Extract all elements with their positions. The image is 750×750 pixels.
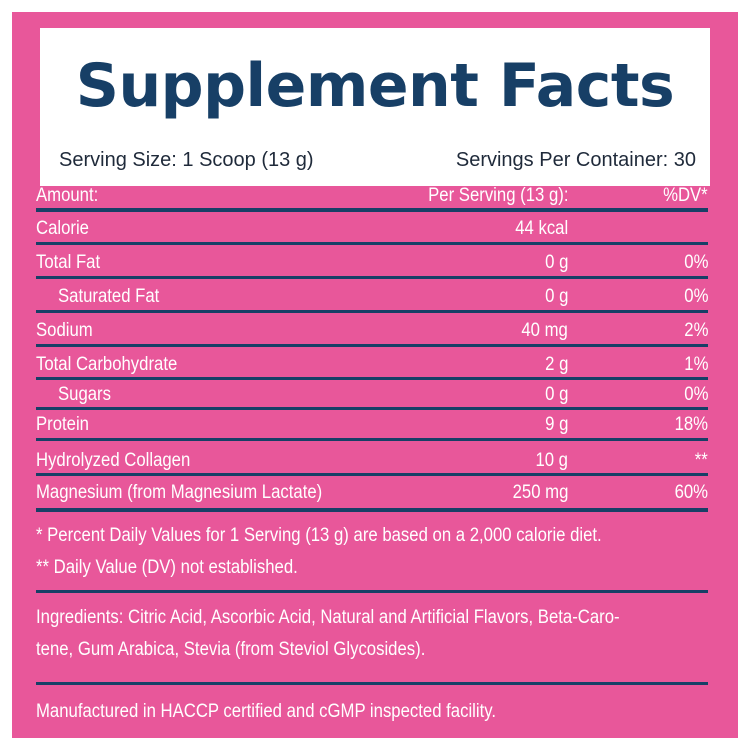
ingredients-line-2: tene, Gum Arabica, Stevia (from Steviol …: [36, 639, 426, 660]
row-divider: [36, 438, 708, 441]
nutrient-amount: 10 g: [535, 450, 568, 471]
nutrient-amount: 0 g: [544, 286, 568, 307]
nutrient-row: Total Carbohydrate 2 g 1%: [36, 350, 708, 381]
nutrient-row: Saturated Fat 0 g 0%: [36, 282, 708, 313]
nutrient-row: Protein 9 g 18%: [36, 410, 708, 441]
row-divider: [36, 407, 708, 410]
footnote-not-established: ** Daily Value (DV) not established.: [36, 557, 298, 578]
row-divider: [36, 310, 708, 313]
column-header-row: Amount: Per Serving (13 g): %DV*: [36, 181, 708, 212]
nutrient-amount: 44 kcal: [515, 218, 568, 239]
nutrient-dv: 0%: [683, 252, 708, 273]
row-divider: [36, 473, 708, 476]
nutrient-row: Total Fat 0 g 0%: [36, 248, 708, 279]
label-title: Supplement Facts: [75, 51, 675, 121]
serving-size: Serving Size: 1 Scoop (13 g): [59, 149, 314, 171]
nutrient-name: Calorie: [36, 218, 89, 239]
nutrient-amount: 250 mg: [512, 482, 568, 503]
nutrient-amount: 2 g: [544, 354, 568, 375]
rule-thick: [36, 508, 708, 512]
nutrient-row: Sodium 40 mg 2%: [36, 316, 708, 347]
row-divider: [36, 377, 708, 380]
nutrient-dv: 0%: [683, 384, 708, 405]
rule-thick: [36, 208, 708, 212]
nutrient-row: Magnesium (from Magnesium Lactate) 250 m…: [36, 478, 708, 509]
row-divider: [36, 344, 708, 347]
nutrient-name: Protein: [36, 414, 89, 435]
supplement-facts-label: Supplement Facts Serving Size: 1 Scoop (…: [12, 12, 738, 738]
nutrient-row: Hydrolyzed Collagen 10 g **: [36, 446, 708, 477]
nutrient-name: Magnesium (from Magnesium Lactate): [36, 482, 323, 503]
nutrient-dv: 18%: [674, 414, 708, 435]
nutrient-name: Hydrolyzed Collagen: [36, 450, 191, 471]
nutrient-dv: 1%: [683, 354, 708, 375]
row-divider: [36, 276, 708, 279]
nutrient-amount: 0 g: [544, 252, 568, 273]
nutrient-name: Total Fat: [36, 252, 101, 273]
per-serving-header: Per Serving (13 g):: [427, 185, 568, 206]
nutrient-name: Total Carbohydrate: [36, 354, 178, 375]
nutrient-name: Sugars: [58, 384, 111, 405]
dv-header: %DV*: [663, 185, 708, 206]
nutrient-amount: 9 g: [544, 414, 568, 435]
nutrient-name: Saturated Fat: [58, 286, 160, 307]
amount-header: Amount:: [36, 185, 99, 206]
nutrient-dv: 60%: [674, 482, 708, 503]
label-header: Supplement Facts Serving Size: 1 Scoop (…: [40, 28, 710, 186]
nutrient-amount: 0 g: [544, 384, 568, 405]
section-divider: [36, 682, 708, 685]
servings-per-container: Servings Per Container: 30: [455, 149, 696, 171]
nutrient-row: Calorie 44 kcal: [36, 214, 708, 245]
nutrient-dv: 0%: [683, 286, 708, 307]
footnote-dv: * Percent Daily Values for 1 Serving (13…: [36, 525, 602, 546]
manufacturing-statement: Manufactured in HACCP certified and cGMP…: [36, 701, 497, 722]
nutrient-amount: 40 mg: [521, 320, 568, 341]
ingredients-line-1: Ingredients: Citric Acid, Ascorbic Acid,…: [36, 607, 620, 628]
nutrient-dv: 2%: [683, 320, 708, 341]
nutrient-dv: **: [694, 450, 708, 471]
nutrient-name: Sodium: [36, 320, 93, 341]
row-divider: [36, 242, 708, 245]
nutrient-row: Sugars 0 g 0%: [36, 380, 708, 411]
section-divider: [36, 590, 708, 593]
